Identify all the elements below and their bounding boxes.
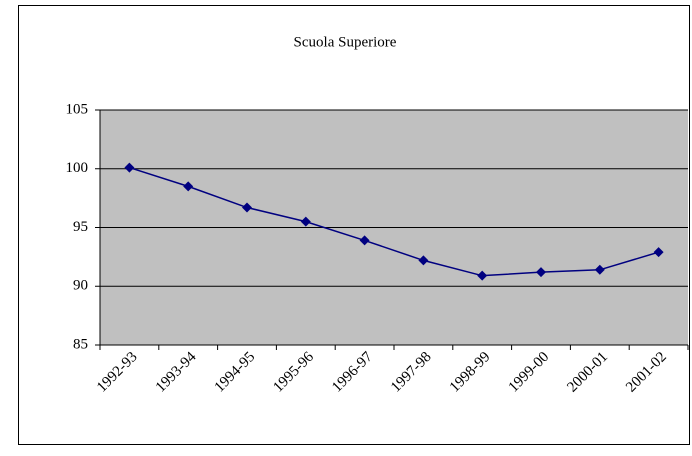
y-tick-label: 105 [66, 101, 89, 117]
marker [124, 162, 135, 173]
series-line [129, 166, 659, 277]
y-tick-label: 100 [66, 160, 89, 176]
marker [300, 216, 311, 227]
y-tick-label: 95 [73, 219, 88, 235]
marker [653, 247, 664, 258]
chart-title: Scuola Superiore [294, 34, 397, 50]
marker [594, 264, 605, 275]
marker [536, 267, 546, 278]
y-tick-label: 85 [73, 336, 88, 352]
marker [477, 270, 488, 281]
y-tick-label: 90 [73, 278, 88, 294]
marker [183, 181, 194, 192]
marker [418, 255, 429, 266]
marker [359, 235, 370, 246]
marker [242, 202, 252, 213]
